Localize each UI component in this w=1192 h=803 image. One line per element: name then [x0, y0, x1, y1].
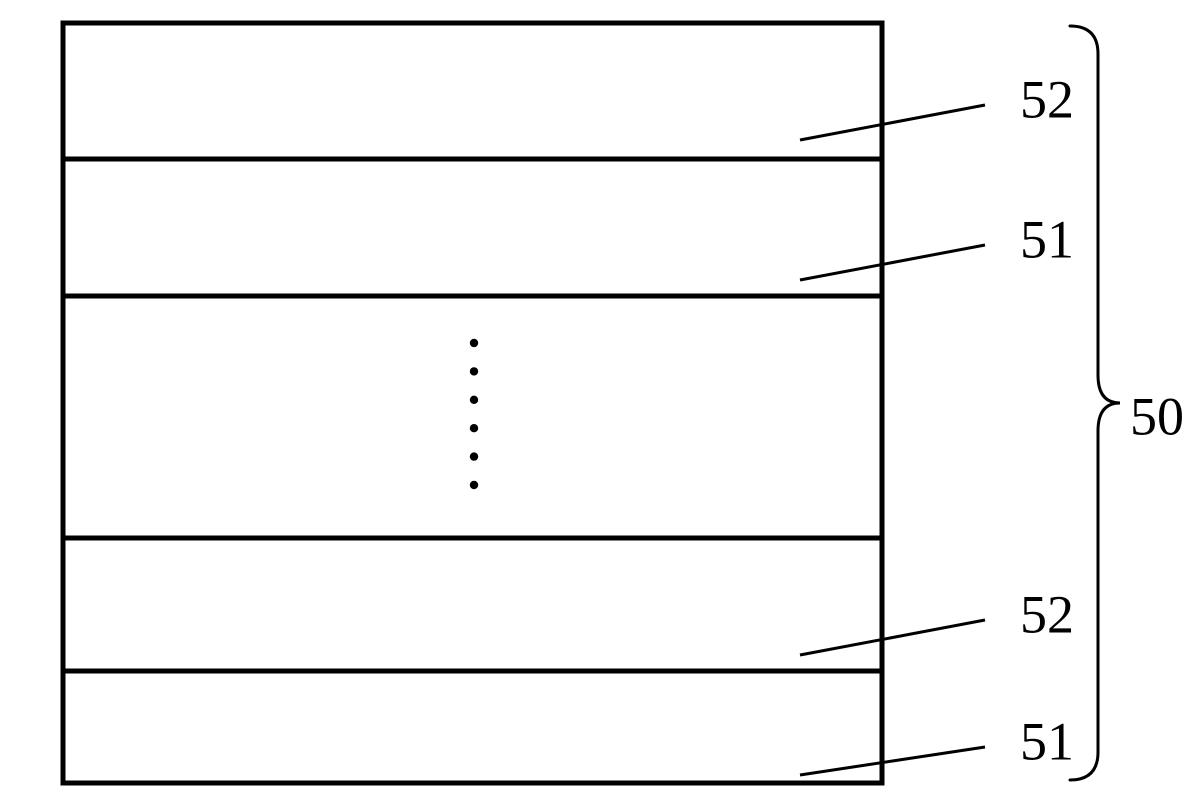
layer-label: 52: [1020, 69, 1074, 129]
ellipsis-dot: [470, 396, 478, 404]
leader-line: [800, 620, 985, 655]
diagram-stage: 52 51 52 51 50: [0, 0, 1192, 803]
group-label: 50: [1130, 386, 1184, 446]
diagram-svg: 52 51 52 51 50: [0, 0, 1192, 803]
leader-line: [800, 747, 985, 775]
ellipsis-dot: [470, 481, 478, 489]
ellipsis-dot: [470, 339, 478, 347]
ellipsis-dot: [470, 452, 478, 460]
layer-label: 52: [1020, 584, 1074, 644]
ellipsis-dot: [470, 424, 478, 432]
leader-line: [800, 245, 985, 280]
layer-label: 51: [1020, 209, 1074, 269]
group-brace: [1070, 26, 1120, 780]
leader-line: [800, 105, 985, 140]
layer-label: 51: [1020, 711, 1074, 771]
ellipsis-dot: [470, 367, 478, 375]
